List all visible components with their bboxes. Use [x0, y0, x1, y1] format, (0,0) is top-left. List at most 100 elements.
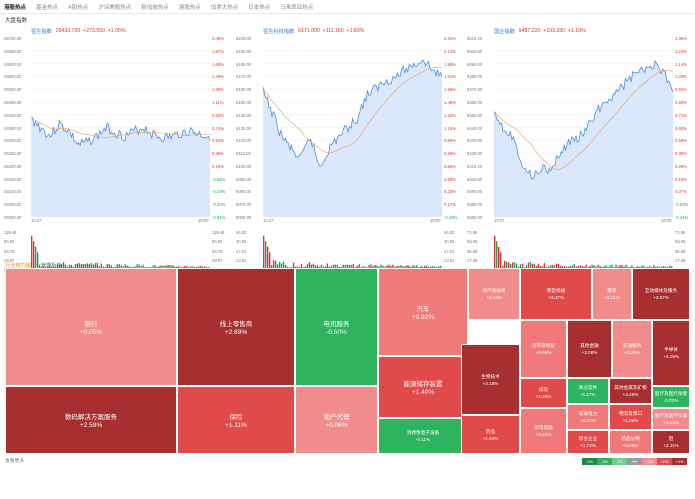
treemap-cell-name: 证券及经纪: [532, 343, 555, 348]
volume-bar: [392, 264, 394, 269]
volume-bar: [426, 265, 428, 269]
volume-bar: [396, 265, 398, 269]
tab-market-4[interactable]: 新加坡热点: [141, 4, 169, 11]
treemap-cell[interactable]: 能源储存装置 +1.40%: [378, 356, 468, 418]
treemap-cell-change: +1.40%: [411, 389, 435, 396]
treemap-cell-name: 线上零售商: [219, 321, 253, 328]
index-name[interactable]: 恒生指数: [31, 28, 52, 35]
volume-bar: [619, 264, 621, 269]
volume-bar: [162, 265, 164, 269]
index-name[interactable]: 国企指数: [494, 28, 515, 35]
treemap-cell[interactable]: 银行 +0.05%: [5, 268, 177, 386]
y-tick-left: 26300.00: [4, 138, 22, 144]
volume-bar: [503, 261, 506, 269]
treemap-cell[interactable]: 玻璃电力 +0.37%: [567, 404, 609, 430]
volume-bar: [569, 265, 571, 269]
volume-bar: [278, 262, 281, 269]
volume-bar: [186, 265, 188, 269]
tab-market-5[interactable]: 澳股热点: [178, 4, 201, 11]
treemap-cell[interactable]: 其他金属及矿物 +4.29%: [609, 378, 652, 404]
volume-bar: [110, 265, 112, 269]
y-tick-left: 6100.00: [236, 163, 252, 169]
treemap-cell-name: 消费性电子设备: [406, 430, 440, 435]
treemap-cell[interactable]: 半导体 +4.25%: [652, 320, 690, 386]
treemap-cell[interactable]: 综合企业 +1.72%: [567, 430, 609, 454]
volume-bar: [523, 266, 526, 269]
tab-market-8[interactable]: 马来西亚热点: [280, 4, 314, 11]
treemap-cell[interactable]: 铝 +2.11%: [652, 430, 690, 454]
volume-bar: [294, 266, 297, 269]
treemap-cell[interactable]: 其他金融 +2.08%: [567, 320, 612, 378]
treemap-cell[interactable]: 地产代理 +0.06%: [295, 386, 378, 454]
treemap-cell[interactable]: 汽车 +0.92%: [378, 268, 468, 356]
treemap-cell[interactable]: 交通服务 +0.25%: [612, 320, 652, 378]
volume-tick-right: 13.51: [444, 257, 455, 263]
treemap-cell-change: +2.08%: [581, 350, 598, 355]
y-tick-left: 9380.00: [467, 202, 483, 208]
treemap-cell[interactable]: 证券及经纪 +0.96%: [520, 320, 567, 378]
volume-bar: [382, 265, 384, 269]
treemap-cell[interactable]: 生物技术 +2.18%: [461, 344, 520, 415]
treemap-cell[interactable]: 煤炭 +1.28%: [520, 378, 567, 408]
treemap-cell[interactable]: 线上零售商 +2.69%: [177, 268, 295, 386]
index-panel-hsi[interactable]: 恒生指数 26433.700 +273.550 +1.05% 26700.00 266…: [4, 26, 226, 276]
price-line: [494, 59, 673, 180]
treemap-cell[interactable]: 消费性电子设备 -0.11%: [378, 418, 468, 454]
y-tick-left: 6060.00: [236, 215, 252, 220]
treemap-cell[interactable]: 医疗及医疗保健 -0.03%: [652, 386, 690, 408]
tab-market-6[interactable]: 加拿大热点: [210, 4, 239, 11]
tab-market-2[interactable]: A股热点: [68, 4, 89, 11]
y-tick-right: 0.74%: [212, 125, 224, 131]
view-more-link[interactable]: 查看更多: [5, 459, 25, 464]
y-tick-left: 9360.00: [467, 215, 483, 220]
volume-bar: [334, 264, 336, 269]
intraday-line-chart[interactable]: [494, 38, 673, 217]
treemap-cell[interactable]: 物流及港口 +1.86%: [609, 404, 652, 430]
index-panel-hstech[interactable]: 恒生科技指数 6171.000 +111.160 +1.83% 6200.00 619…: [236, 26, 458, 276]
treemap-cell[interactable]: 药品 +1.64%: [461, 415, 520, 454]
y-tick-right: 0.82%: [675, 99, 687, 105]
treemap-cell-change: +1.86%: [622, 418, 639, 423]
volume-bar: [68, 264, 71, 269]
treemap-cell[interactable]: 医疗及医疗仪器 +0.23%: [652, 408, 690, 430]
treemap-cell[interactable]: 地产发展商 +0.19%: [468, 268, 520, 320]
volume-bar: [565, 266, 567, 269]
index-panel-hscei[interactable]: 国企指数 9487.220 +103.280 +1.10% 9510.00 9500.…: [467, 26, 689, 276]
treemap-cell[interactable]: 数码解决方案服务 +2.59%: [5, 386, 177, 454]
treemap-cell[interactable]: 电讯服务 -0.50%: [295, 268, 378, 386]
intraday-line-chart[interactable]: [263, 38, 442, 217]
index-name[interactable]: 恒生科技指数: [263, 28, 295, 35]
tab-market-3[interactable]: 沪深美股热点: [98, 4, 132, 11]
tab-industry-heatmap[interactable]: 行业热力图: [5, 263, 31, 269]
tab-market-0[interactable]: 港股热点: [4, 4, 27, 11]
volume-tick-left: 53.96: [467, 239, 478, 245]
y-tick-right: -0.23%: [212, 189, 226, 195]
treemap-cell[interactable]: 保险 +1.11%: [177, 386, 295, 454]
tab-market-7[interactable]: 日本热点: [248, 4, 271, 11]
legend-swatch: +3%: [672, 458, 687, 465]
y-tick-left: 26650.00: [4, 48, 22, 54]
y-tick-right: 1.30%: [212, 87, 224, 93]
volume-chart: [494, 235, 673, 269]
treemap-cell-name: 地产代理: [323, 414, 350, 421]
treemap-cell[interactable]: 家电电器 +0.45%: [520, 408, 567, 454]
tab-market-1[interactable]: 基金热点: [36, 4, 59, 11]
treemap-cell[interactable]: 互动媒体及服务 +3.57%: [632, 268, 690, 320]
x-tick-end: 16:00: [198, 218, 209, 223]
treemap-cell-name: 药品分销: [621, 436, 640, 441]
volume-bar: [90, 262, 93, 269]
treemap-cell[interactable]: 服装 +0.21%: [592, 268, 632, 320]
volume-bar: [264, 241, 267, 269]
volume-bar: [639, 266, 641, 269]
panel-header: 恒生科技指数 6171.000 +111.160 +1.83%: [263, 26, 364, 36]
treemap-cell[interactable]: 商业软件 -0.17%: [567, 378, 609, 404]
tab-sector-management[interactable]: 管理板块: [40, 263, 62, 269]
y-tick-left: 6090.00: [236, 176, 252, 182]
intraday-line-chart[interactable]: [31, 38, 210, 217]
y-tick-right: -0.61%: [212, 215, 226, 220]
volume-bar: [543, 263, 546, 269]
treemap-cell[interactable]: 药品分销 +0.65%: [609, 430, 652, 454]
treemap-cell[interactable]: 重型机械 +3.47%: [520, 268, 592, 320]
volume-bar: [102, 266, 104, 269]
treemap-cell-name: 其他金融: [580, 343, 599, 348]
